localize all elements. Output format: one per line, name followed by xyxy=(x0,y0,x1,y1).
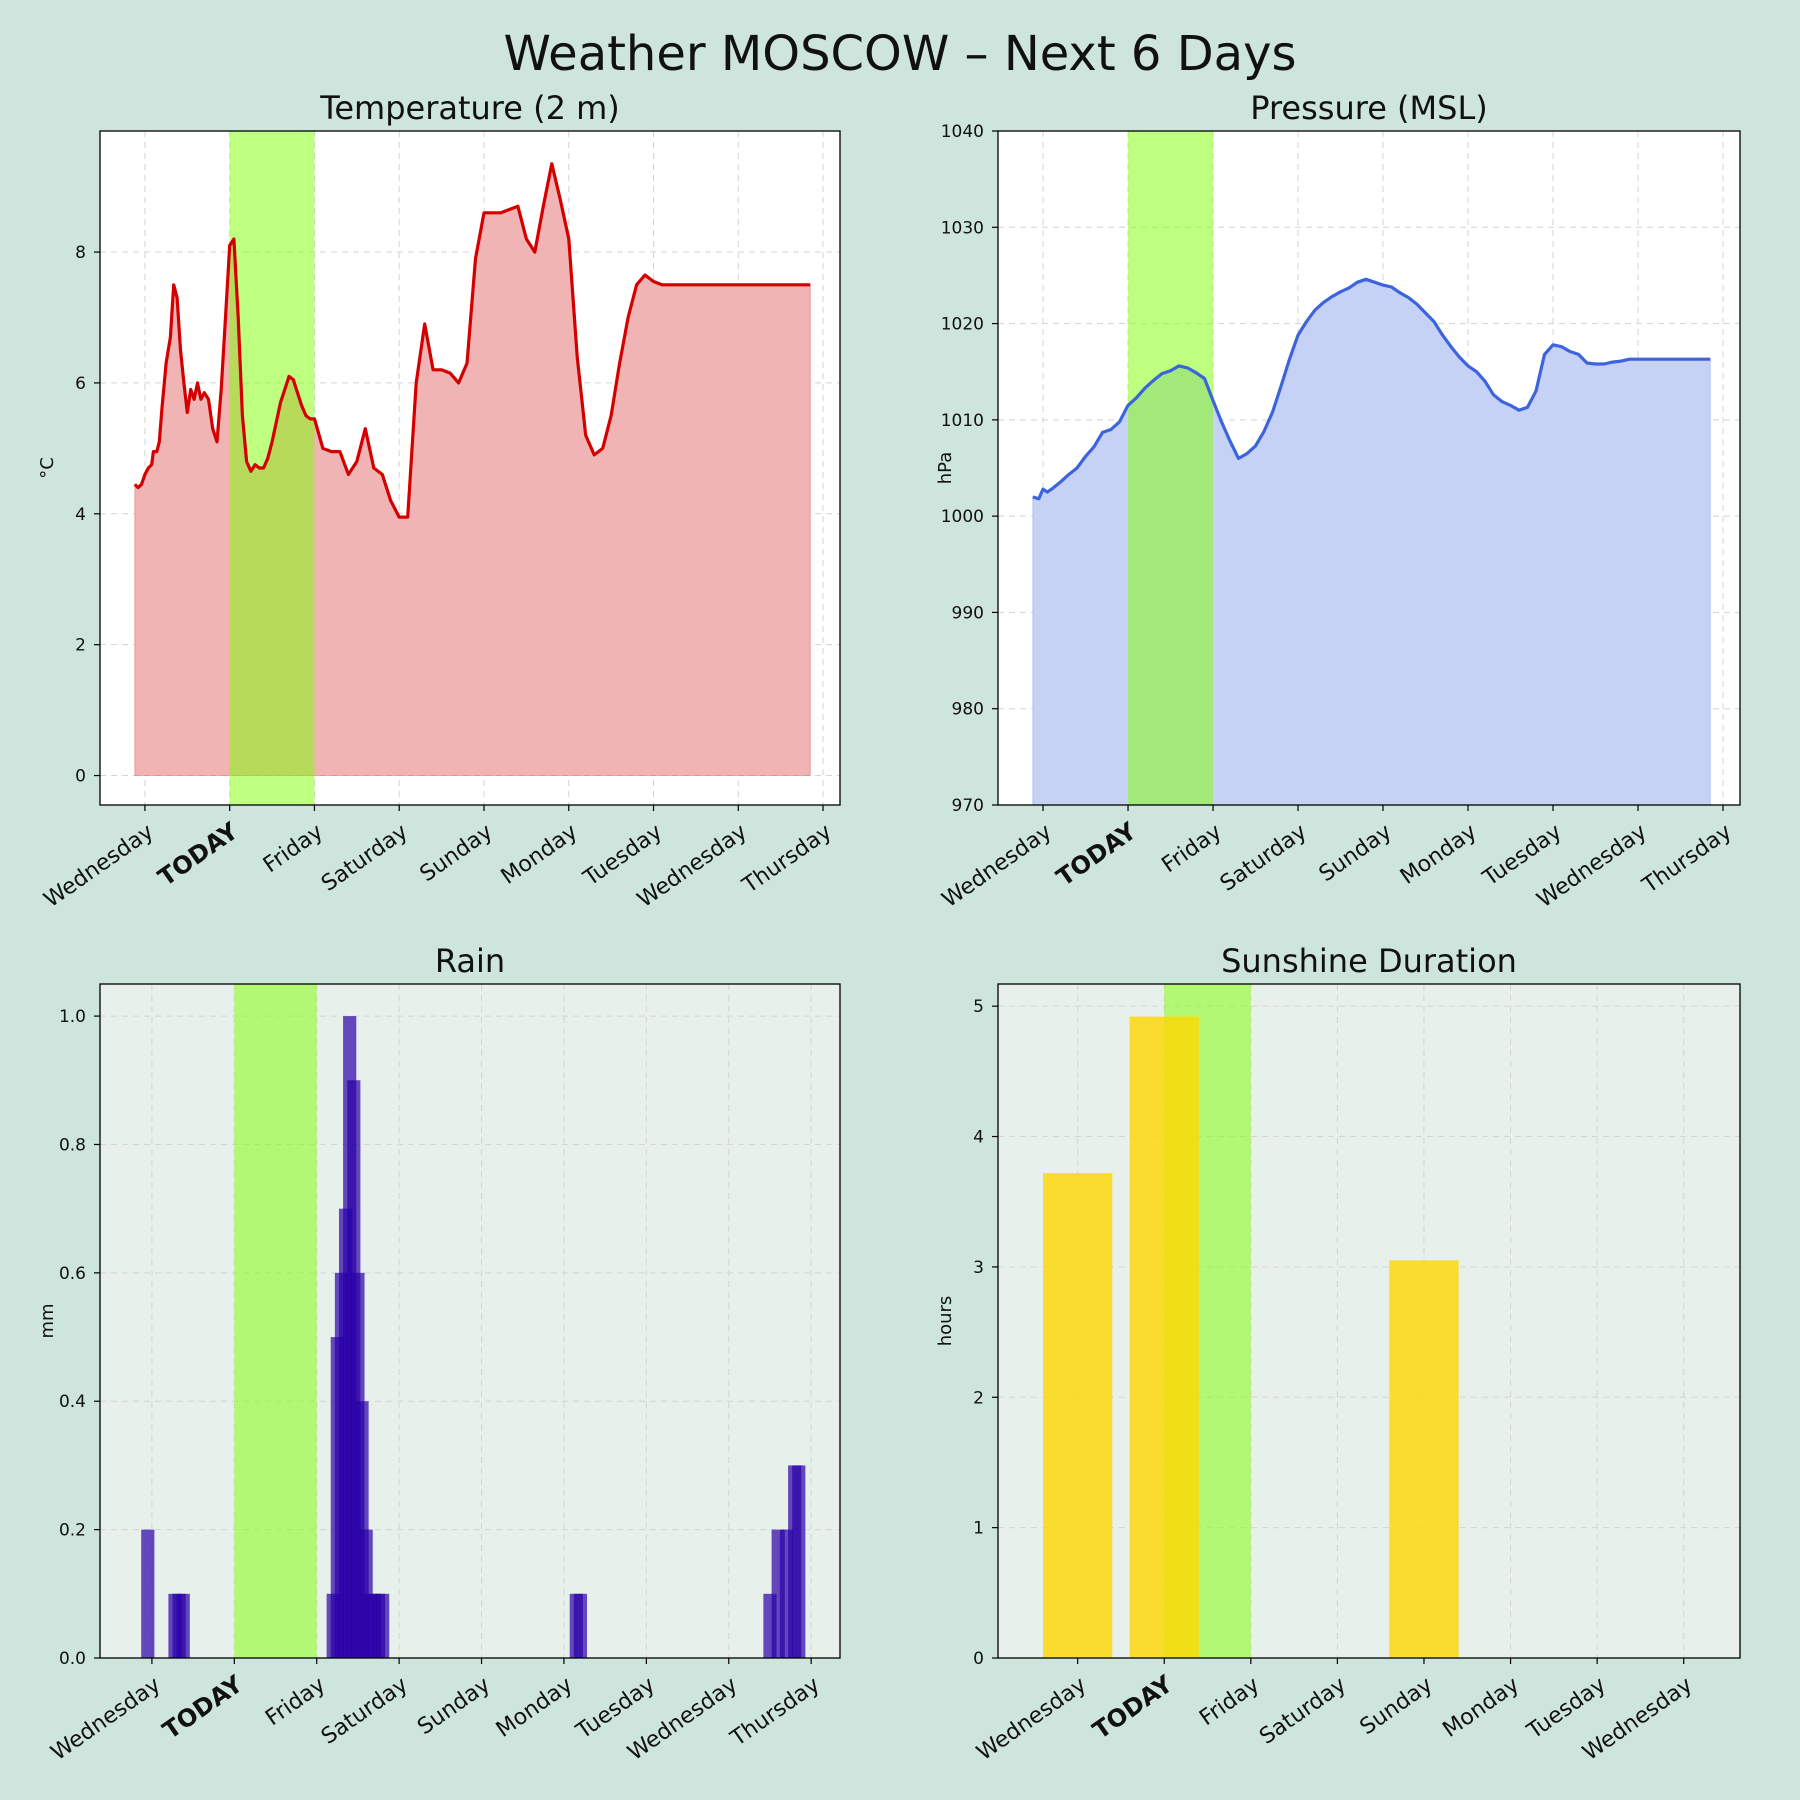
y-tick-label: 0 xyxy=(973,1649,984,1669)
y-tick-label: 1020 xyxy=(941,315,984,335)
y-tick-label: 2 xyxy=(973,1388,984,1408)
x-tick-label-today: TODAY xyxy=(158,1670,249,1745)
rain-bar xyxy=(376,1593,390,1658)
today-band xyxy=(1128,131,1214,805)
x-tick-label: Wednesday xyxy=(938,819,1057,913)
y-tick-label: 3 xyxy=(973,1258,984,1278)
y-tick-label: 1 xyxy=(973,1519,984,1539)
y-tick-label: 1010 xyxy=(941,411,984,431)
x-tick-label: Friday xyxy=(261,1672,330,1731)
y-tick-label: 0.2 xyxy=(59,1521,86,1541)
y-axis-label: hours xyxy=(935,1296,956,1347)
axes-frame xyxy=(997,130,1741,806)
x-tick-label: Thursday xyxy=(1637,819,1736,899)
y-tick-label: 2 xyxy=(75,636,86,656)
x-tick-label: Sunday xyxy=(413,1672,495,1740)
y-tick-label: 8 xyxy=(75,243,86,263)
chart-title: Temperature (2 m) xyxy=(319,89,620,127)
chart-title: Sunshine Duration xyxy=(1221,942,1517,980)
x-tick-label: Monday xyxy=(492,1672,577,1742)
y-tick-label: 1.0 xyxy=(59,1007,86,1027)
x-tick-label: Wednesday xyxy=(40,819,159,913)
y-tick-label: 990 xyxy=(952,603,984,623)
x-tick-label: Saturday xyxy=(317,1672,413,1749)
y-axis-label: °C xyxy=(37,457,58,479)
figure-title: Weather MOSCOW – Next 6 Days xyxy=(503,26,1297,82)
chart-title: Pressure (MSL) xyxy=(1250,89,1488,127)
y-axis-label: hPa xyxy=(935,452,956,484)
rain-bar xyxy=(792,1465,806,1658)
y-tick-label: 4 xyxy=(973,1128,984,1148)
x-tick-label: Monday xyxy=(1396,819,1481,889)
rain-bar xyxy=(141,1529,155,1658)
x-tick-label: Saturday xyxy=(1255,1672,1351,1749)
x-tick-label: Thursday xyxy=(726,1672,825,1752)
x-tick-label: Wednesday xyxy=(972,1672,1091,1766)
today-band xyxy=(229,131,315,805)
plot-area xyxy=(100,984,840,1658)
y-tick-label: 6 xyxy=(75,374,86,394)
x-tick-label: Monday xyxy=(1439,1672,1524,1742)
x-tick-label: Sunday xyxy=(416,819,498,887)
y-tick-label: 0.8 xyxy=(59,1135,86,1155)
pressure-line xyxy=(1032,277,1711,501)
y-tick-label: 1000 xyxy=(941,507,984,527)
sunshine-bar xyxy=(1129,1016,1199,1658)
today-band xyxy=(234,984,317,1658)
x-tick-label: Monday xyxy=(497,819,582,889)
y-tick-label: 0.4 xyxy=(59,1392,86,1412)
chart-title: Rain xyxy=(435,942,505,980)
axes-frame xyxy=(99,983,841,1659)
x-tick-label: Thursday xyxy=(738,819,837,899)
x-tick-label: Wednesday xyxy=(47,1672,166,1766)
axes-frame xyxy=(99,130,841,806)
y-axis-label: mm xyxy=(37,1303,58,1338)
y-tick-label: 0.6 xyxy=(59,1264,86,1284)
y-tick-label: 0 xyxy=(75,767,86,787)
x-tick-label-today: TODAY xyxy=(153,817,244,892)
rain-bar xyxy=(573,1593,588,1658)
y-tick-label: 970 xyxy=(952,796,984,816)
y-tick-label: 980 xyxy=(952,700,984,720)
x-tick-label-today: TODAY xyxy=(1051,817,1142,892)
x-tick-label: Friday xyxy=(1158,819,1227,878)
y-tick-label: 4 xyxy=(75,505,86,525)
pressure-chart: 970 980 990 1000 1010 1020 1030 1040 WednesdayTO… xyxy=(935,89,1741,913)
temperature-line xyxy=(133,162,811,519)
x-tick-label: Saturday xyxy=(317,819,413,896)
y-tick-label: 5 xyxy=(973,997,984,1017)
x-tick-label: Sunday xyxy=(1356,1672,1438,1740)
y-tick-label: 0.0 xyxy=(59,1649,86,1669)
sunshine-bar xyxy=(1389,1260,1459,1658)
x-tick-label: Saturday xyxy=(1216,819,1312,896)
y-tick-label: 1030 xyxy=(941,218,984,238)
axes-frame xyxy=(997,983,1741,1659)
rain-bar xyxy=(176,1593,190,1658)
plot-area xyxy=(998,984,1740,1658)
x-tick-label: Friday xyxy=(259,819,328,878)
x-tick-label: Friday xyxy=(1195,1672,1264,1731)
y-tick-label: 1040 xyxy=(941,122,984,142)
x-tick-label-today: TODAY xyxy=(1088,1670,1179,1745)
x-tick-label: Sunday xyxy=(1315,819,1397,887)
sunshine-bar xyxy=(1043,1173,1113,1658)
